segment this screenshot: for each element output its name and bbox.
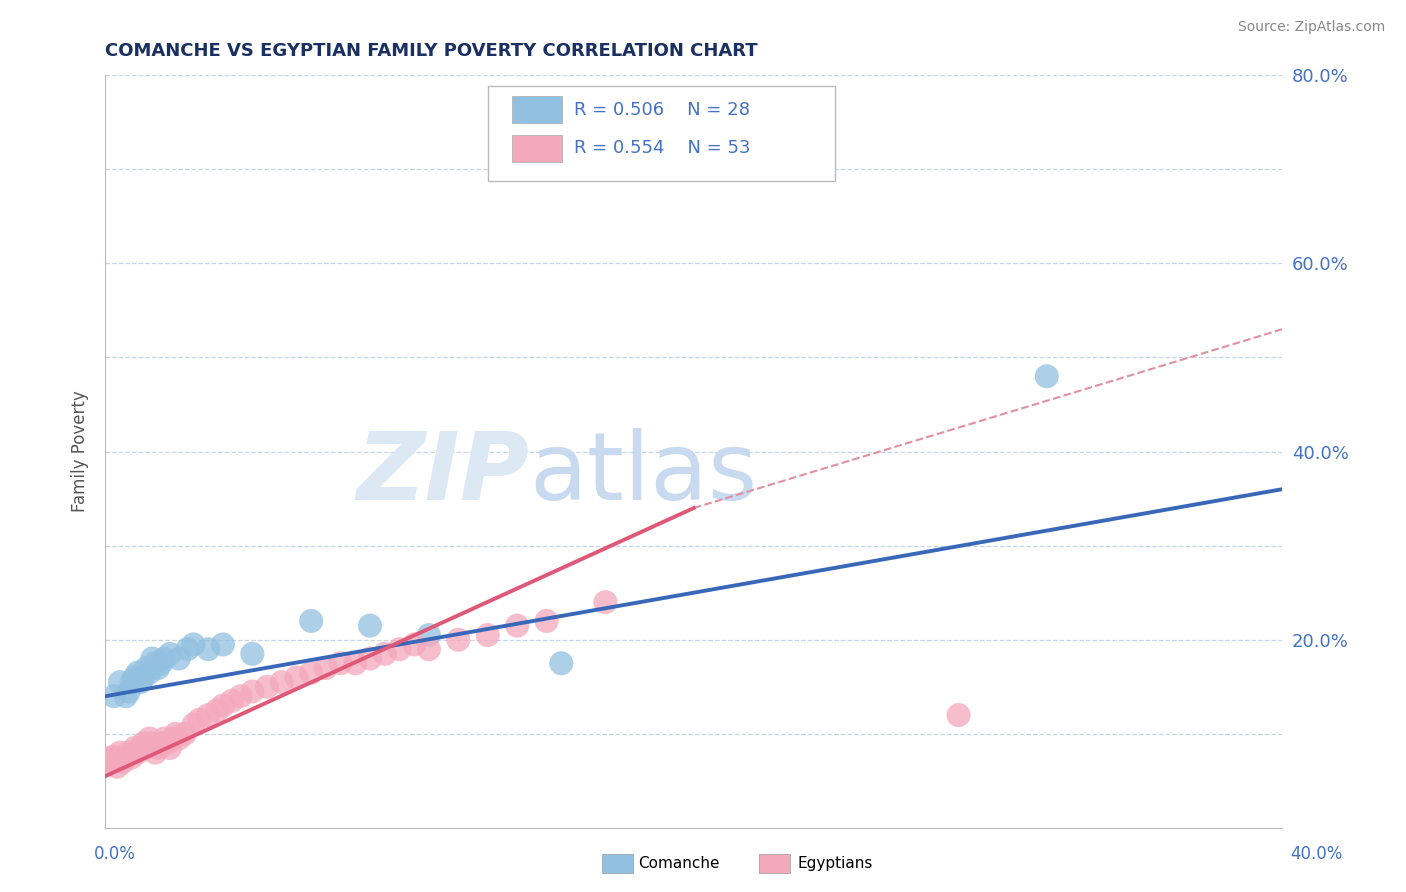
Point [948, 708, 970, 723]
Point [156, 736, 179, 750]
Point [105, 760, 128, 774]
Point [111, 755, 134, 769]
Point [418, 642, 440, 657]
Text: atlas: atlas [529, 428, 758, 520]
Point [388, 642, 411, 657]
Text: R = 0.554    N = 53: R = 0.554 N = 53 [574, 139, 751, 157]
Point [188, 713, 211, 727]
FancyBboxPatch shape [512, 96, 562, 123]
Point [285, 670, 308, 684]
Text: R = 0.506    N = 28: R = 0.506 N = 28 [574, 101, 749, 119]
Point [103, 690, 125, 704]
Text: Comanche: Comanche [638, 856, 720, 871]
Point [447, 632, 470, 647]
Point [108, 675, 131, 690]
Point [404, 637, 426, 651]
Point [506, 618, 529, 632]
Point [197, 642, 219, 657]
Point [138, 665, 160, 680]
Point [129, 675, 152, 690]
Point [148, 741, 170, 756]
Point [121, 750, 143, 764]
Point [114, 690, 136, 704]
Point [550, 657, 572, 671]
Point [240, 684, 263, 698]
Point [256, 680, 278, 694]
Point [150, 736, 173, 750]
FancyBboxPatch shape [512, 135, 562, 161]
Point [148, 661, 170, 675]
Point [212, 698, 235, 713]
Point [1036, 369, 1059, 384]
Point [118, 746, 141, 760]
Point [477, 628, 499, 642]
Text: COMANCHE VS EGYPTIAN FAMILY POVERTY CORRELATION CHART: COMANCHE VS EGYPTIAN FAMILY POVERTY CORR… [105, 42, 758, 60]
Text: 0.0%: 0.0% [94, 846, 136, 863]
Point [135, 661, 157, 675]
Point [329, 657, 352, 671]
Text: ZIP: ZIP [356, 428, 529, 520]
Point [114, 750, 136, 764]
Text: 40.0%: 40.0% [1291, 846, 1343, 863]
Point [108, 746, 131, 760]
Point [374, 647, 396, 661]
Point [162, 731, 184, 746]
Point [127, 746, 149, 760]
Point [299, 665, 322, 680]
Point [270, 675, 292, 690]
Point [132, 736, 155, 750]
Point [129, 741, 152, 756]
Point [153, 651, 176, 665]
Point [124, 670, 146, 684]
Point [359, 618, 381, 632]
Point [167, 731, 190, 746]
Point [176, 642, 198, 657]
Point [173, 727, 195, 741]
Point [536, 614, 558, 628]
Point [229, 690, 252, 704]
Point [240, 647, 263, 661]
Point [221, 694, 243, 708]
Point [299, 614, 322, 628]
Point [127, 665, 149, 680]
Text: Source: ZipAtlas.com: Source: ZipAtlas.com [1237, 20, 1385, 34]
Point [141, 651, 163, 665]
Point [132, 670, 155, 684]
Text: Egyptians: Egyptians [797, 856, 873, 871]
Point [344, 657, 367, 671]
Point [183, 637, 205, 651]
FancyBboxPatch shape [488, 87, 835, 180]
Point [159, 647, 181, 661]
Point [138, 731, 160, 746]
Point [118, 684, 141, 698]
Point [167, 651, 190, 665]
Point [165, 727, 187, 741]
Point [159, 741, 181, 756]
Point [100, 750, 122, 764]
Point [150, 657, 173, 671]
Point [143, 746, 166, 760]
Point [143, 657, 166, 671]
Point [141, 736, 163, 750]
Point [121, 675, 143, 690]
Point [418, 628, 440, 642]
Point [359, 651, 381, 665]
Point [315, 661, 337, 675]
Point [682, 144, 704, 158]
Point [595, 595, 617, 609]
Point [197, 708, 219, 723]
Point [205, 703, 228, 717]
Point [124, 741, 146, 756]
Y-axis label: Family Poverty: Family Poverty [72, 391, 89, 512]
Point [103, 750, 125, 764]
Point [153, 731, 176, 746]
Point [183, 717, 205, 731]
Point [97, 755, 120, 769]
Point [212, 637, 235, 651]
Point [135, 741, 157, 756]
